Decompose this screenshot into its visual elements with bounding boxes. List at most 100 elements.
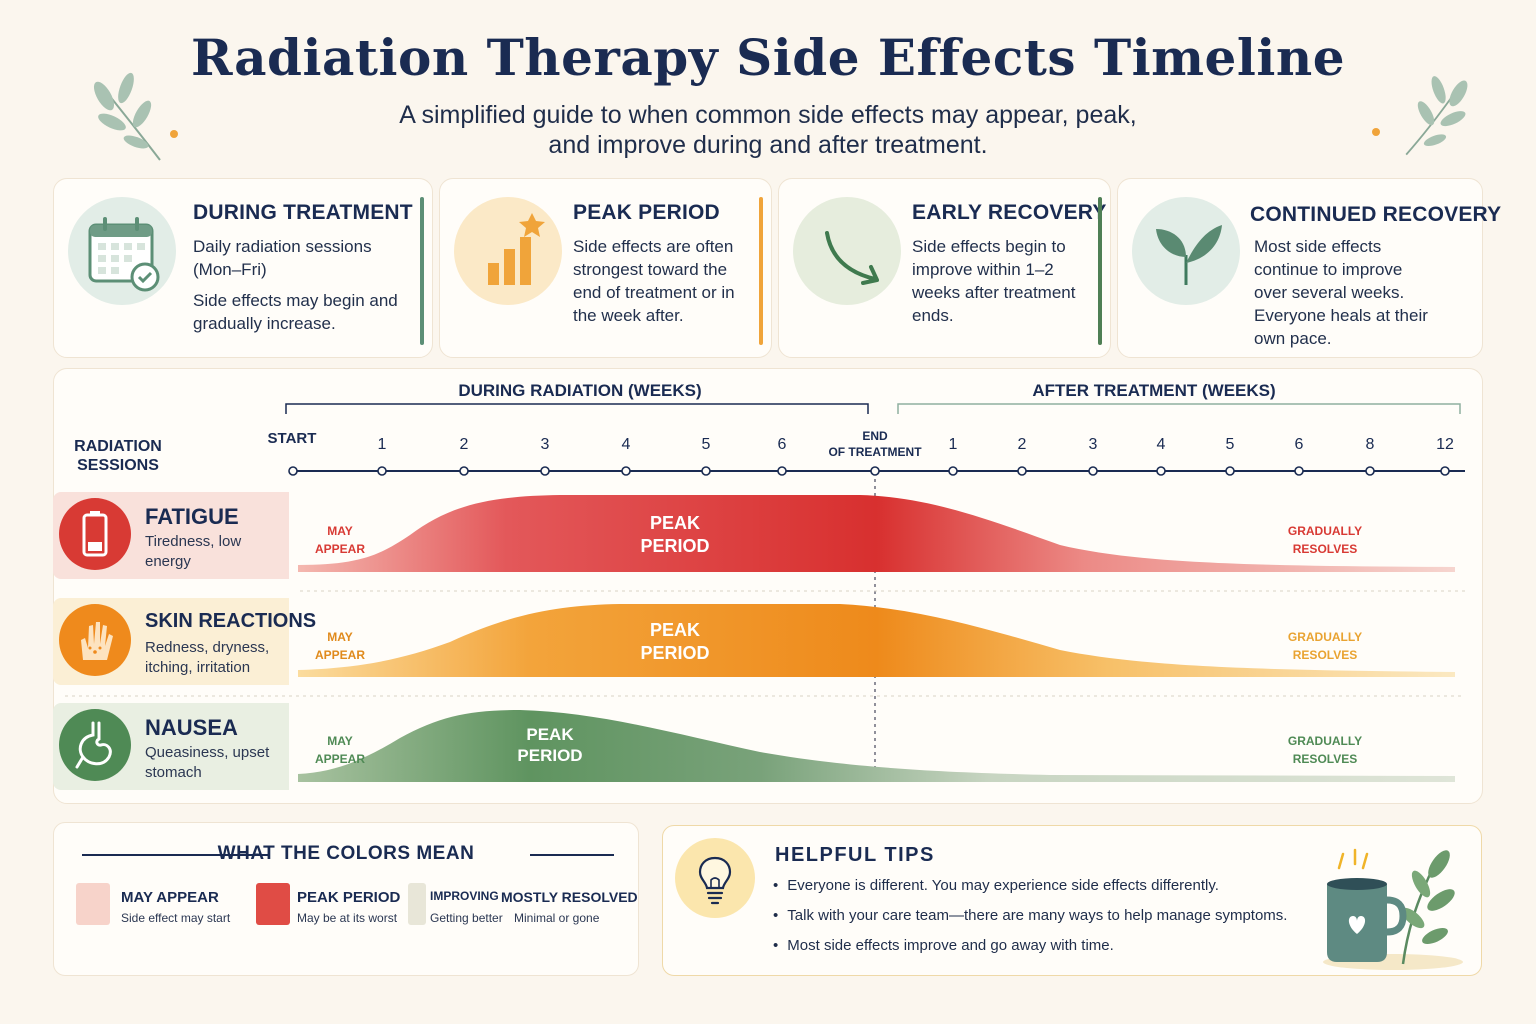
after-week-label: 12 (1436, 436, 1454, 453)
end-of-treatment-label: END OF TREATMENT (820, 428, 930, 460)
nausea-gradually-resolves: GRADUALLY RESOLVES (1270, 732, 1380, 768)
after-week-label: 8 (1365, 436, 1375, 453)
phase-accent-bar (1098, 197, 1102, 345)
legend-sublabel: Side effect may start (121, 911, 231, 925)
axis-tick (540, 466, 550, 476)
nausea-curve (298, 710, 1455, 782)
leaf-branch-left-icon (93, 72, 161, 161)
legend-label: MAY APPEAR (121, 889, 219, 906)
annotation-line: RESOLVES (1292, 752, 1358, 766)
page-subtitle: A simplified guide to when common side e… (399, 101, 1137, 159)
axis-tick (288, 466, 298, 476)
legend-rule (530, 854, 614, 856)
after-treatment-label: AFTER TREATMENT (WEEKS) (1032, 381, 1276, 400)
effect-description: Queasiness, upset stomach (145, 744, 270, 781)
phase-card-continued-recovery: CONTINUED RECOVERY Most side effects con… (1117, 178, 1501, 358)
tip-item: Talk with your care team—there are many … (773, 906, 1287, 936)
legend-swatch-peak-period (256, 883, 290, 925)
helpful-tips-box: HELPFUL TIPS Everyone is different. You … (662, 825, 1482, 976)
axis-tick (1294, 466, 1304, 476)
color-legend: WHAT THE COLORS MEAN MAY APPEAR Side eff… (53, 822, 639, 976)
tips-heading: HELPFUL TIPS (775, 844, 935, 866)
skin-gradually-resolves: GRADUALLY RESOLVES (1270, 628, 1380, 664)
dot-decoration (1372, 128, 1380, 136)
skin-peak-period: PEAK PERIOD (620, 619, 730, 665)
hand-irritation-icon (59, 604, 131, 676)
axis-tick (1017, 466, 1027, 476)
effect-label-fatigue: FATIGUE Tiredness, low energy (53, 492, 289, 579)
phase-accent-bar (420, 197, 424, 345)
stomach-icon (59, 709, 131, 781)
rising-bars-star-icon (454, 197, 562, 305)
annotation-line: MAY (327, 524, 353, 538)
page-title: Radiation Therapy Side Effects Timeline (190, 28, 1346, 87)
during-week-label: 1 (377, 436, 387, 453)
axis-tick (1440, 466, 1450, 476)
legend-sublabel: Minimal or gone (514, 911, 600, 925)
axis-tick (621, 466, 631, 476)
leaf-branch-right-icon (1405, 76, 1468, 156)
annotation-line: PEAK (649, 620, 700, 640)
annotation-line: MAY (327, 630, 353, 644)
legend-label: PEAK PERIOD (297, 889, 401, 906)
during-week-label: 6 (777, 436, 787, 453)
after-week-label: 6 (1294, 436, 1304, 453)
axis-tick (377, 466, 387, 476)
end-label-line: OF TREATMENT (828, 445, 922, 459)
after-week-label: 2 (1017, 436, 1027, 453)
effect-description: Redness, dryness, itching, irritation (145, 639, 270, 676)
phase-line: Side effects are often strongest toward … (573, 237, 735, 325)
legend-swatch-improving (408, 883, 426, 925)
axis-tick (948, 466, 958, 476)
phase-line: Daily radiation sessions (Mon–Fri) (193, 237, 372, 279)
after-week-label: 5 (1225, 436, 1235, 453)
axis-tick (1365, 466, 1375, 476)
mug-with-plant-icon (1323, 848, 1463, 970)
annotation-line: GRADUALLY (1287, 734, 1363, 748)
legend-heading: WHAT THE COLORS MEAN (217, 843, 475, 864)
downward-arrow-icon (793, 197, 901, 305)
during-week-label: 4 (621, 436, 631, 453)
effect-description: Tiredness, low energy (145, 533, 242, 570)
lightbulb-icon (675, 838, 755, 918)
phase-line: Side effects may begin and gradually inc… (193, 291, 398, 333)
during-week-label: 2 (459, 436, 469, 453)
annotation-line: PEAK (649, 513, 700, 533)
phase-accent-bar (759, 197, 763, 345)
effect-name: SKIN REACTIONS (145, 610, 317, 632)
axis-tick (701, 466, 711, 476)
start-label: START (267, 430, 317, 447)
after-bracket (897, 403, 1461, 414)
tip-item: Everyone is different. You may experienc… (773, 876, 1287, 906)
phase-title: CONTINUED RECOVERY (1250, 203, 1502, 226)
legend-label: IMPROVING (430, 889, 499, 903)
tips-list: Everyone is different. You may experienc… (773, 876, 1287, 966)
annotation-line: APPEAR (314, 752, 365, 766)
timeline-panel (53, 368, 1483, 804)
annotation-line: RESOLVES (1292, 648, 1358, 662)
phase-line: Side effects begin to improve within 1–2… (912, 237, 1076, 325)
annotation-line: GRADUALLY (1287, 524, 1363, 538)
battery-low-icon (59, 498, 131, 570)
fatigue-may-appear: MAY APPEAR (300, 522, 380, 558)
leaf-icon (1132, 197, 1240, 305)
phase-description: Side effects begin to improve within 1–2… (912, 235, 1090, 335)
phase-title: PEAK PERIOD (573, 201, 720, 224)
during-radiation-label: DURING RADIATION (WEEKS) (458, 381, 702, 400)
effect-name: FATIGUE (145, 504, 239, 529)
during-bracket (285, 403, 869, 414)
annotation-line: APPEAR (314, 542, 365, 556)
fatigue-curve (298, 495, 1455, 572)
after-week-label: 4 (1156, 436, 1166, 453)
legend-label: MOSTLY RESOLVED (501, 889, 638, 905)
phase-card-early-recovery: EARLY RECOVERY Side effects begin to imp… (778, 178, 1111, 358)
axis-tick (777, 466, 787, 476)
fatigue-peak-period: PEAK PERIOD (620, 512, 730, 558)
radiation-sessions-label: RADIATION SESSIONS (74, 438, 162, 474)
legend-swatch-may-appear (76, 883, 110, 925)
nausea-peak-period: PEAK PERIOD (495, 724, 605, 766)
tip-item: Most side effects improve and go away wi… (773, 936, 1287, 966)
end-label-line: END (862, 429, 888, 443)
during-week-label: 3 (540, 436, 550, 453)
axis-tick (870, 466, 880, 476)
